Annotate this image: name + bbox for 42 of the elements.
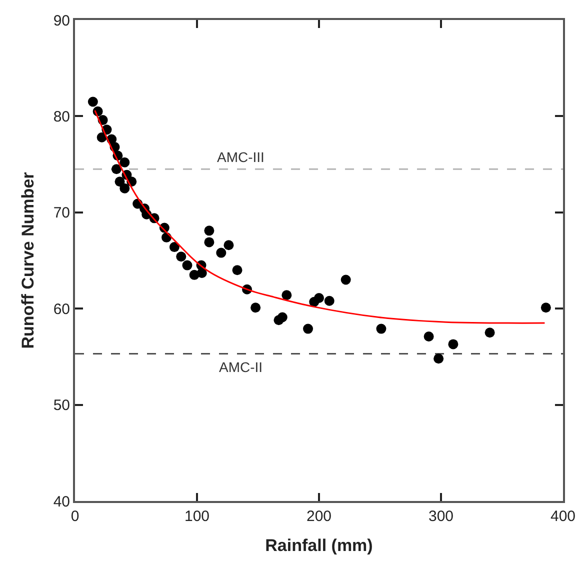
x-tick-label: 300 <box>428 508 454 525</box>
x-axis-title: Rainfall (mm) <box>265 536 373 555</box>
point <box>196 268 207 278</box>
point <box>314 293 324 304</box>
ref-line-label: AMC-II <box>219 359 263 375</box>
point <box>277 312 288 322</box>
y-tick-label: 50 <box>53 397 70 414</box>
point <box>424 332 434 342</box>
point <box>182 260 192 270</box>
point <box>448 339 458 350</box>
y-tick-label: 90 <box>53 12 70 30</box>
point <box>250 302 261 313</box>
point <box>204 226 214 236</box>
x-tick-label: 100 <box>184 508 210 525</box>
point <box>324 296 334 306</box>
point <box>88 96 98 107</box>
point <box>434 354 444 364</box>
y-tick-label: 40 <box>53 493 70 510</box>
y-axis-title: Runoff Curve Number <box>18 172 38 349</box>
point <box>484 328 495 338</box>
point <box>303 324 314 334</box>
point <box>204 237 214 248</box>
ref-line-label: AMC-III <box>217 149 264 165</box>
y-tick-label: 70 <box>53 204 70 222</box>
x-tick-label: 400 <box>550 508 576 525</box>
point <box>376 324 386 334</box>
y-tick-label: 80 <box>53 108 70 126</box>
point <box>169 242 180 252</box>
x-tick-label: 0 <box>70 508 80 525</box>
point <box>340 274 351 285</box>
point <box>282 290 292 300</box>
point <box>232 265 242 276</box>
point <box>120 183 130 194</box>
point <box>176 252 186 262</box>
point <box>216 248 226 258</box>
point <box>111 164 122 174</box>
point <box>224 240 234 250</box>
point <box>120 157 130 168</box>
y-tick-label: 60 <box>53 300 70 318</box>
x-tick-label: 200 <box>306 508 332 525</box>
point <box>540 302 551 313</box>
point <box>114 176 125 187</box>
